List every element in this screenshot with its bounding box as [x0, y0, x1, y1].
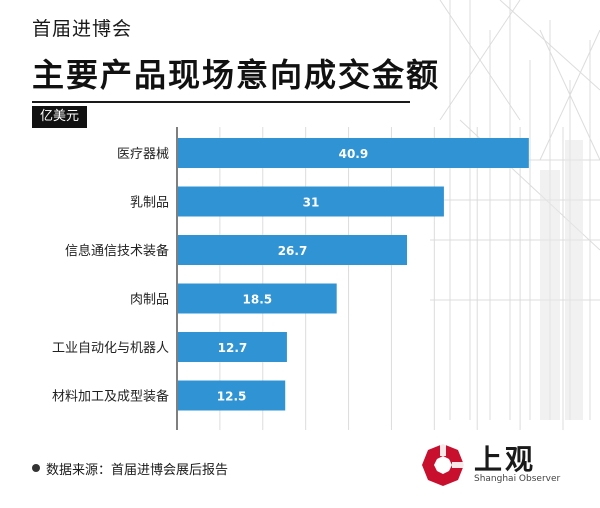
category-label: 肉制品 — [130, 293, 169, 308]
bar — [178, 283, 337, 314]
bar — [178, 235, 408, 265]
logo-english-name: Shanghai Observer — [474, 474, 561, 484]
bar-value-label: 26.7 — [278, 244, 308, 258]
bar-value-label: 18.5 — [243, 293, 273, 307]
shanghai-observer-logo-icon — [422, 444, 464, 486]
bars-group: 40.9 医疗器械 31 乳制品 26.7 信息通信技术装备 18.5 肉制品 12.7 工业自动… — [52, 138, 529, 411]
grid-lines — [219, 127, 564, 430]
footer-bullet-icon — [32, 464, 40, 472]
bar-value-label: 31 — [303, 196, 320, 210]
bar-value-label: 12.7 — [218, 341, 248, 355]
category-label: 工业自动化与机器人 — [52, 341, 169, 356]
category-label: 医疗器械 — [117, 147, 169, 162]
unit-label: 亿美元 — [32, 106, 88, 128]
chart-subtitle: 首届进博会 — [32, 18, 133, 40]
category-label: 乳制品 — [130, 196, 169, 211]
bar — [178, 380, 286, 411]
category-label: 材料加工及成型装备 — [52, 389, 169, 405]
data-source-note: 数据来源：首届进博会展后报告 — [46, 463, 229, 478]
bar-value-label: 40.9 — [339, 147, 369, 161]
bar-value-label: 12.5 — [217, 390, 247, 404]
bar — [178, 138, 529, 168]
bar — [178, 186, 444, 217]
chart-title: 主要产品现场意向成交金额 — [32, 56, 441, 94]
bar — [178, 332, 287, 362]
title-divider — [32, 101, 410, 103]
category-label: 信息通信技术装备 — [65, 243, 169, 259]
logo-chinese-name: 上观 — [474, 443, 537, 476]
